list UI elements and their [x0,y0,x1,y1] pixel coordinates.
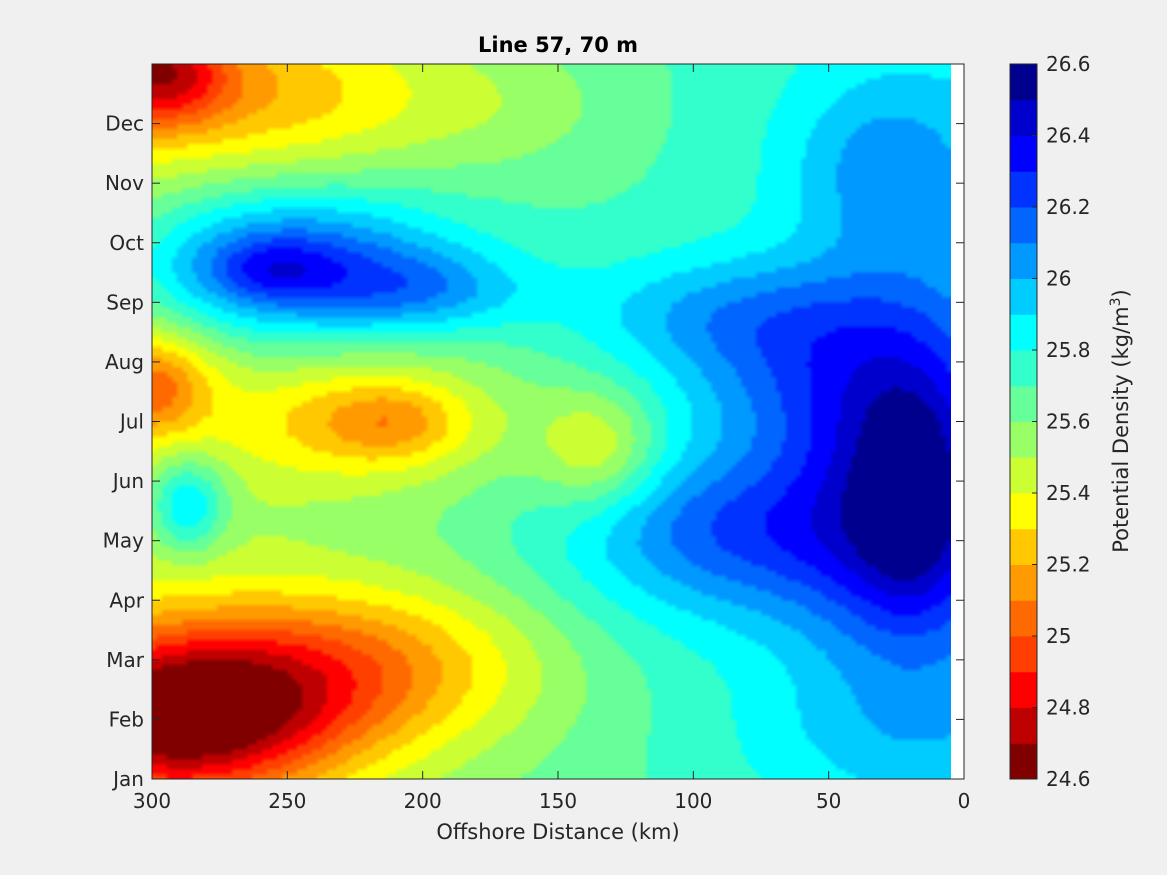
colorbar-swatch [1010,135,1037,172]
colorbar-swatch [1010,64,1037,101]
y-tick-label: Jul [118,410,144,434]
y-tick-label: Mar [106,648,145,672]
contour-fill [152,64,951,779]
colorbar-swatch [1010,707,1037,744]
colorbar-swatch [1010,564,1037,601]
x-axis-ticks: 300 250 200 150 100 50 0 [133,64,970,813]
x-tick-label: 0 [958,789,971,813]
plot-area: 300 250 200 150 100 50 0 Jan Feb Mar Apr May Jun Jul… [103,63,970,813]
y-tick-label: Nov [105,171,144,195]
colorbar-swatch [1010,671,1037,708]
y-tick-label: Jan [111,767,144,791]
y-tick-label: Aug [105,350,144,374]
y-tick-label: Dec [105,112,144,136]
colorbar-swatch [1010,385,1037,422]
colorbar-swatch [1010,171,1037,208]
colorbar-label-main: Potential Density (kg/m [1109,306,1133,552]
colorbar-swatch [1010,242,1037,279]
chart-title: Line 57, 70 m [478,33,638,57]
colorbar-label-sup: 3 [1108,297,1124,306]
colorbar-label-end: ) [1109,289,1133,297]
colorbar-swatch [1010,600,1037,637]
colorbar-tick-label: 26.2 [1046,195,1091,219]
colorbar-swatch [1010,493,1037,530]
y-tick-label: Jun [111,469,144,493]
x-tick-label: 300 [133,789,171,813]
y-tick-label: Apr [109,588,144,612]
y-axis-ticks: Jan Feb Mar Apr May Jun Jul Aug Sep Oct Nov Dec [103,112,964,791]
y-tick-label: Oct [109,231,144,255]
colorbar-tick-label: 25.4 [1046,481,1091,505]
colorbar-tick-label: 24.6 [1046,767,1091,791]
colorbar-ticks: 24.6 24.8 25 25.2 25.4 25.6 25.8 26 26.2 26.4 26.6 [1032,52,1091,791]
colorbar-swatch [1010,350,1037,387]
colorbar-tick-label: 26.6 [1046,52,1091,76]
colorbar: 24.6 24.8 25 25.2 25.4 25.6 25.8 26 26.2 26.4 26.6… [1009,52,1133,791]
colorbar-swatch [1010,314,1037,351]
colorbar-tick-label: 24.8 [1046,696,1091,720]
y-tick-label: May [103,529,145,553]
colorbar-swatches [1010,64,1037,780]
x-tick-label: 150 [539,789,577,813]
colorbar-tick-label: 26.4 [1046,124,1091,148]
colorbar-tick-label: 25.8 [1046,338,1091,362]
y-tick-label: Sep [106,290,144,314]
colorbar-tick-label: 25 [1046,624,1071,648]
colorbar-tick-label: 25.6 [1046,410,1091,434]
colorbar-swatch [1010,636,1037,673]
colorbar-tick-label: 26 [1046,267,1071,291]
colorbar-tick-label: 25.2 [1046,553,1091,577]
x-tick-label: 50 [816,789,841,813]
colorbar-swatch [1010,278,1037,315]
colorbar-swatch [1010,743,1037,780]
x-tick-label: 100 [674,789,712,813]
colorbar-swatch [1010,528,1037,565]
y-tick-label: Feb [109,707,144,731]
x-tick-label: 250 [268,789,306,813]
colorbar-swatch [1010,99,1037,136]
colorbar-swatch [1010,421,1037,458]
colorbar-label: Potential Density (kg/m3) [1108,289,1133,553]
x-tick-label: 200 [404,789,442,813]
colorbar-swatch [1010,457,1037,494]
x-axis-label: Offshore Distance (km) [436,820,679,844]
colorbar-swatch [1010,207,1037,244]
